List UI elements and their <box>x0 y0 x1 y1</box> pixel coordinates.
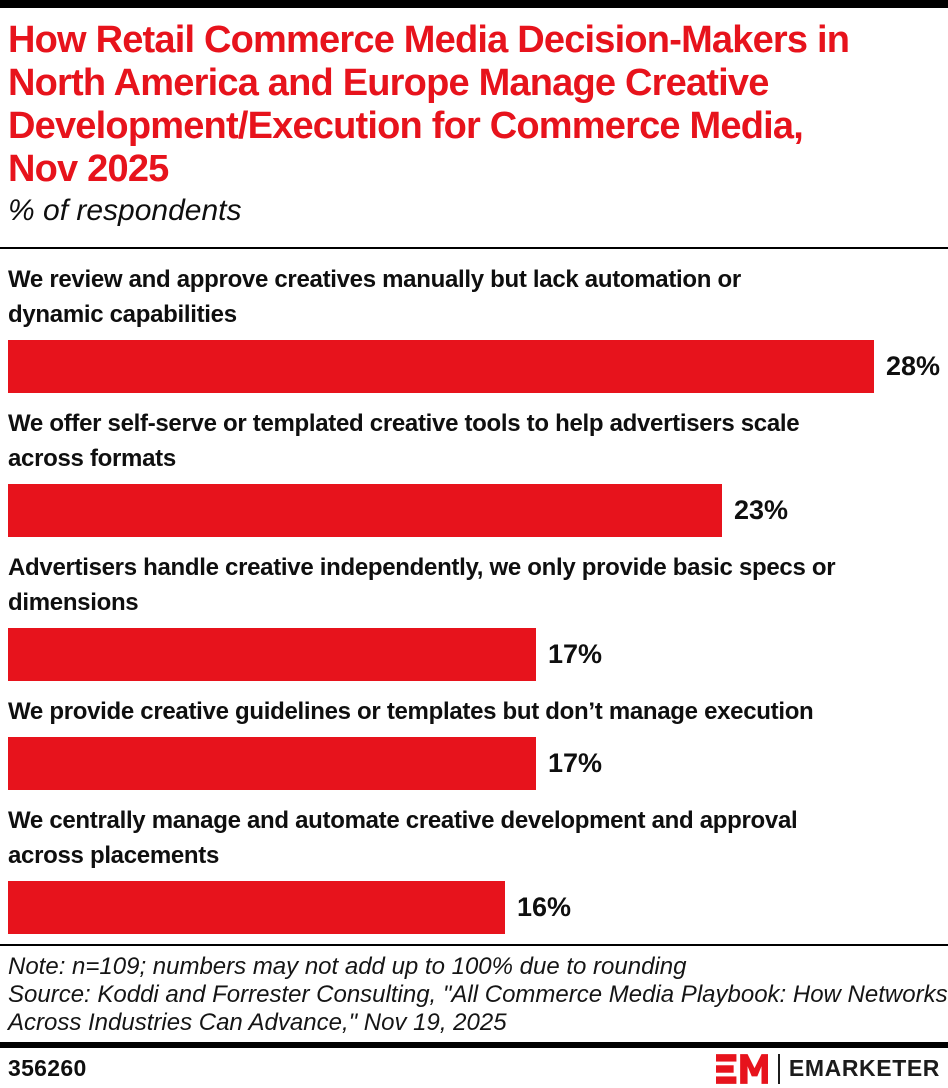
bar-category-line: dimensions <box>8 589 139 616</box>
notes-divider-line <box>0 944 948 946</box>
bar-row: We offer self-serve or templated creativ… <box>8 406 940 537</box>
chart-subtitle: % of respondents <box>8 194 242 227</box>
bar-value-label: 28% <box>885 351 940 381</box>
chart-title-line: North America and Europe Manage Creative <box>8 62 769 104</box>
bar-fill <box>8 737 536 790</box>
logo-divider <box>777 1053 780 1084</box>
bar-value-label: 23% <box>734 495 789 525</box>
bar-fill <box>8 881 505 934</box>
header-divider-line <box>0 247 948 249</box>
bar: 17% <box>8 737 940 790</box>
bar-category-label: We offer self-serve or templated creativ… <box>8 406 940 476</box>
bar-value-label: 17% <box>548 748 603 778</box>
chart-title: How Retail Commerce Media Decision-Maker… <box>8 19 940 191</box>
footer-accent-bar <box>0 1042 948 1048</box>
bar-category-line: dynamic capabilities <box>8 301 237 328</box>
chart-title-line: How Retail Commerce Media Decision-Maker… <box>8 19 850 61</box>
source-text-line-2: Across Industries Can Advance," Nov 19, … <box>8 1009 507 1036</box>
bar-category-line: across formats <box>8 445 176 472</box>
bar-row: Advertisers handle creative independentl… <box>8 550 940 681</box>
bar-chart: We review and approve creatives manually… <box>0 262 948 934</box>
emarketer-wordmark: EMARKETER <box>788 1055 940 1081</box>
bar: 16% <box>8 881 940 934</box>
chart-id: 356260 <box>8 1055 87 1081</box>
notes-block: Note: n=109; numbers may not add up to 1… <box>0 946 948 1037</box>
bar-category-label: We centrally manage and automate creativ… <box>8 803 940 873</box>
bar-category-line: We centrally manage and automate creativ… <box>8 807 798 834</box>
bar-row: We review and approve creatives manually… <box>8 262 940 393</box>
bar-category-line: Advertisers handle creative independentl… <box>8 554 836 581</box>
bar-category-line: across placements <box>8 842 220 869</box>
footer: 356260 EMARKETER <box>0 1048 948 1087</box>
source-text-line-1: Source: Koddi and Forrester Consulting, … <box>8 981 948 1008</box>
note-text: Note: n=109; numbers may not add up to 1… <box>8 953 687 980</box>
bar-fill <box>8 340 874 393</box>
chart-title-line: Nov 2025 <box>8 148 169 190</box>
bar-category-label: We provide creative guidelines or templa… <box>8 694 940 729</box>
bar: 28% <box>8 340 940 393</box>
bar-value-label: 16% <box>517 892 572 922</box>
chart-header: How Retail Commerce Media Decision-Maker… <box>0 8 948 228</box>
bar-category-line: We provide creative guidelines or templa… <box>8 698 814 725</box>
bar-value-label: 17% <box>548 639 603 669</box>
bar: 23% <box>8 484 940 537</box>
chart-title-line: Development/Execution for Commerce Media… <box>8 105 804 147</box>
emarketer-logo: EMARKETER <box>715 1053 940 1084</box>
bar-row: We provide creative guidelines or templa… <box>8 694 940 790</box>
bar-category-line: We offer self-serve or templated creativ… <box>8 410 800 437</box>
bar-category-line: We review and approve creatives manually… <box>8 266 741 293</box>
top-accent-bar <box>0 0 948 8</box>
bar-fill <box>8 628 536 681</box>
bar-row: We centrally manage and automate creativ… <box>8 803 940 934</box>
bar-category-label: We review and approve creatives manually… <box>8 262 940 332</box>
em-monogram-icon <box>715 1053 768 1084</box>
bar-fill <box>8 484 722 537</box>
bar-category-label: Advertisers handle creative independentl… <box>8 550 940 620</box>
bar: 17% <box>8 628 940 681</box>
